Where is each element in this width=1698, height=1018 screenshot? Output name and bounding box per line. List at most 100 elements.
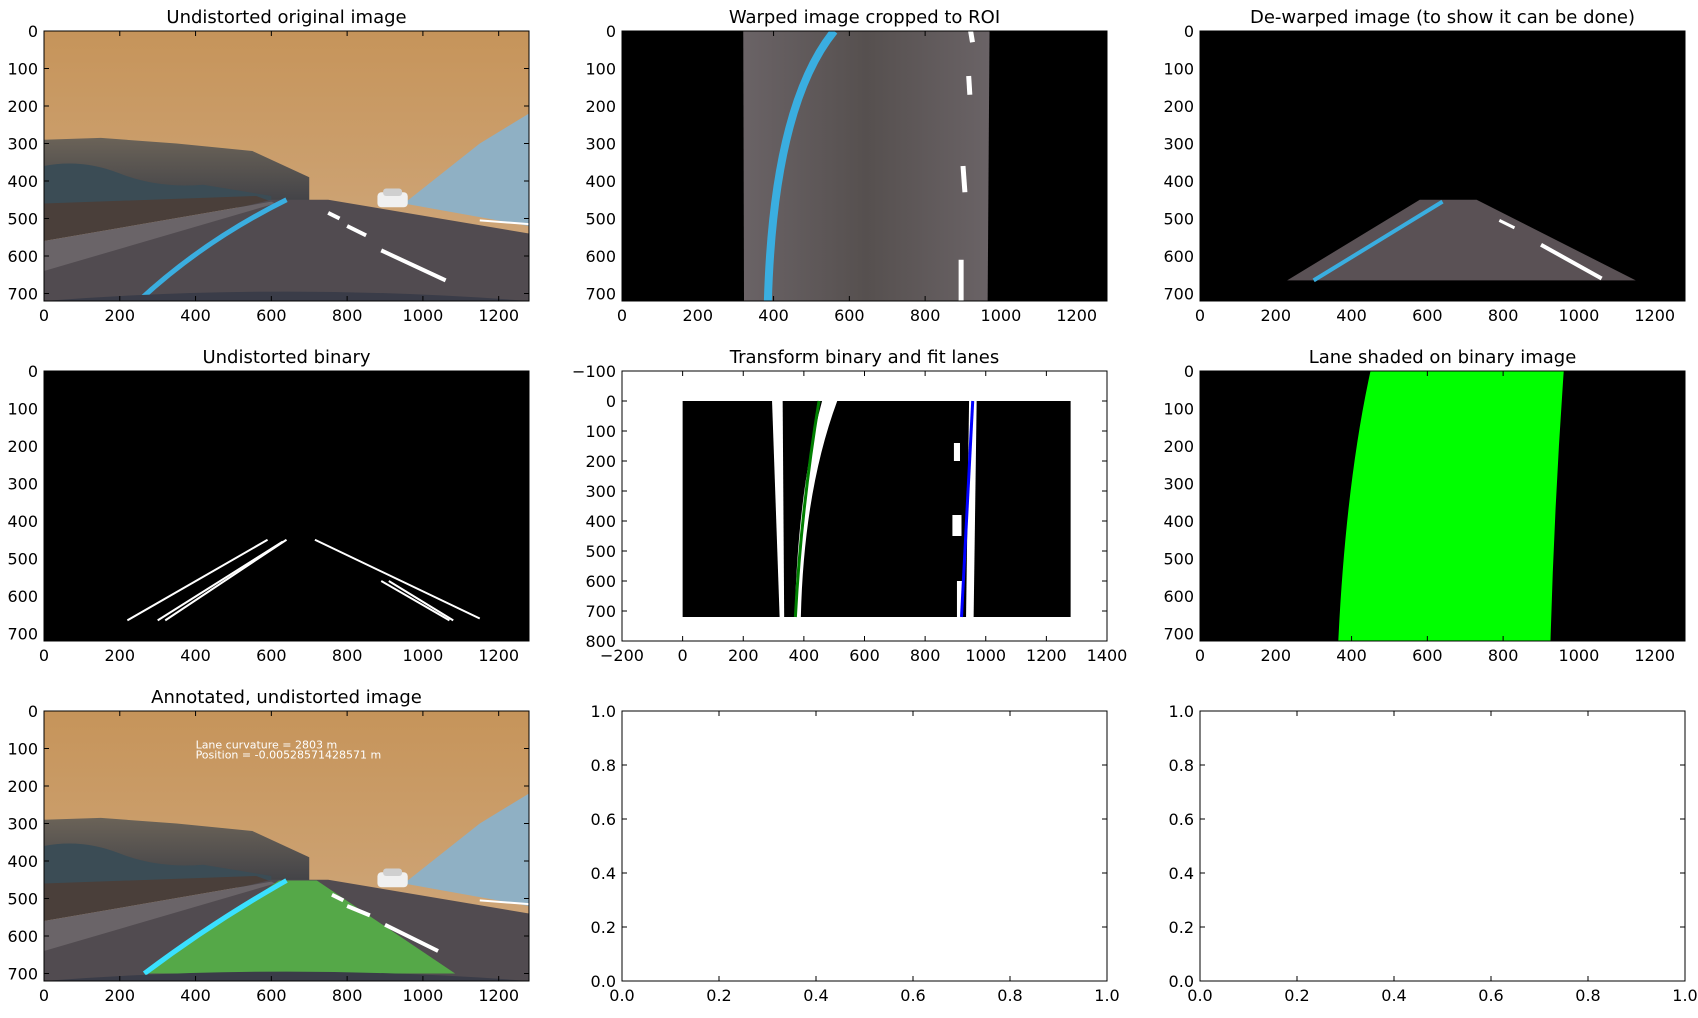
panel-2-ytick-label: 300 bbox=[1163, 135, 1194, 154]
panel-0-ytick-label: 600 bbox=[7, 247, 38, 266]
annotation-text: Lane curvature = 2803 m bbox=[196, 739, 338, 752]
panel-4-ytick-label: 100 bbox=[585, 422, 616, 441]
panel-0-ytick-label: 700 bbox=[7, 285, 38, 304]
car-roof bbox=[383, 188, 403, 196]
panel-5: Lane shaded on binary image 0 200 400 600 800… bbox=[1163, 347, 1686, 665]
panel-4-xtick-label: 1400 bbox=[1087, 646, 1128, 665]
panel-8-ytick-label: 0.8 bbox=[1169, 756, 1194, 775]
panel-3-xtick-label: 1000 bbox=[403, 646, 444, 665]
car-hood bbox=[44, 971, 529, 981]
panel-2-xtick-label: 400 bbox=[1336, 306, 1367, 325]
panel-1-xtick-label: 1200 bbox=[1056, 306, 1097, 325]
panel-6-ytick-label: 200 bbox=[7, 777, 38, 796]
panel-7-ytick-label: 0.2 bbox=[591, 918, 616, 937]
panel-5-ytick-label: 300 bbox=[1163, 475, 1194, 494]
panel-6-xtick-label: 1000 bbox=[403, 986, 444, 1005]
right-lane-dash bbox=[1498, 219, 1516, 230]
panel-4-image bbox=[682, 400, 1071, 618]
panel-8: 0.0 0.2 0.4 0.6 0.8 1.0 0.0 0.2 0.4 0.6 0.8 1.0 bbox=[1169, 702, 1698, 1005]
panel-2-xtick-label: 200 bbox=[1261, 306, 1292, 325]
panel-3-title: Undistorted binary bbox=[202, 347, 370, 368]
binary-lane-edge bbox=[380, 580, 450, 622]
panel-5-ytick-label: 400 bbox=[1163, 512, 1194, 531]
panel-2-ytick-label: 600 bbox=[1163, 247, 1194, 266]
panel-2-frame bbox=[1199, 30, 1686, 302]
panel-8-ytick-label: 0.2 bbox=[1169, 918, 1194, 937]
panel-3-xtick-label: 800 bbox=[332, 646, 363, 665]
panel-4-ytick-label: 700 bbox=[585, 602, 616, 621]
right-lane-dash bbox=[331, 892, 345, 903]
panel-6-xtick-label: 200 bbox=[105, 986, 136, 1005]
right-lane-dash bbox=[346, 904, 371, 918]
panel-2-xtick-label: 0 bbox=[1195, 306, 1205, 325]
panel-8-xtick-label: 0.8 bbox=[1575, 986, 1600, 1005]
panel-3-xtick-label: 600 bbox=[256, 646, 287, 665]
panel-6-xtick-label: 600 bbox=[256, 986, 287, 1005]
panel-5-image bbox=[1200, 371, 1685, 641]
panel-7-xtick-label: 0.2 bbox=[706, 986, 731, 1005]
panel-3-xtick-label: 1200 bbox=[478, 646, 519, 665]
panel-8-ytick-label: 0.0 bbox=[1169, 972, 1194, 991]
panel-1-xtick-label: 800 bbox=[910, 306, 941, 325]
panel-8-ytick-label: 0.4 bbox=[1169, 864, 1194, 883]
panel-3-ytick-label: 300 bbox=[7, 475, 38, 494]
right-lane-dash bbox=[960, 165, 968, 193]
panel-7-xtick-label: 0.4 bbox=[803, 986, 828, 1005]
panel-4-ytick-label: −100 bbox=[572, 362, 616, 381]
panel-0-ytick-label: 200 bbox=[7, 97, 38, 116]
panel-7-frame bbox=[621, 710, 1108, 982]
panel-2-ytick-label: 500 bbox=[1163, 210, 1194, 229]
panel-5-ytick-label: 200 bbox=[1163, 437, 1194, 456]
panel-7-ytick-label: 0.8 bbox=[591, 756, 616, 775]
panel-1-ytick-label: 400 bbox=[585, 172, 616, 191]
panel-4-ytick-label: 200 bbox=[585, 452, 616, 471]
panel-0-image bbox=[44, 31, 529, 301]
panel-2-xtick-label: 1200 bbox=[1634, 306, 1675, 325]
panel-2-xtick-label: 600 bbox=[1412, 306, 1443, 325]
lane-shaded-region bbox=[1338, 371, 1564, 641]
panel-0-xtick-label: 600 bbox=[256, 306, 287, 325]
panel-4-xtick-label: −200 bbox=[600, 646, 644, 665]
panel-6-ytick-label: 300 bbox=[7, 815, 38, 834]
panel-5-frame bbox=[1199, 370, 1686, 642]
panel-3-ytick-label: 400 bbox=[7, 512, 38, 531]
lane-pixels-right-dash bbox=[956, 581, 964, 617]
panel-4-xtick-label: 800 bbox=[910, 646, 941, 665]
panel-1-title: Warped image cropped to ROI bbox=[729, 7, 1000, 28]
panel-4: Transform binary and fit lanes −200 0 200 40… bbox=[572, 347, 1127, 665]
left-lane-line bbox=[142, 878, 288, 976]
panel-0-xtick-label: 1200 bbox=[478, 306, 519, 325]
panel-3-xtick-label: 400 bbox=[180, 646, 211, 665]
right-lane-dash bbox=[966, 75, 973, 95]
panel-5-xtick-label: 800 bbox=[1488, 646, 1519, 665]
panel-6-ytick-label: 700 bbox=[7, 965, 38, 984]
annotation-text: Position = -0.00528571428571 m bbox=[196, 749, 382, 762]
binary-lane-edge bbox=[126, 538, 269, 622]
lane-pixels-right-dash bbox=[952, 515, 962, 536]
panel-4-xtick-label: 1200 bbox=[1026, 646, 1067, 665]
panel-4-ytick-label: 500 bbox=[585, 542, 616, 561]
panel-3-xtick-label: 0 bbox=[39, 646, 49, 665]
panel-0-xtick-label: 0 bbox=[39, 306, 49, 325]
panel-6-xtick-label: 1200 bbox=[478, 986, 519, 1005]
panel-1-xtick-label: 1000 bbox=[981, 306, 1022, 325]
panel-0-ytick-label: 100 bbox=[7, 60, 38, 79]
lane-fit-line bbox=[960, 400, 975, 618]
right-lane-dash bbox=[327, 211, 341, 221]
panel-6-xtick-label: 400 bbox=[180, 986, 211, 1005]
panel-6-xtick-label: 0 bbox=[39, 986, 49, 1005]
panel-3-frame bbox=[43, 370, 530, 642]
panel-2-ytick-label: 200 bbox=[1163, 97, 1194, 116]
panel-5-xtick-label: 200 bbox=[1261, 646, 1292, 665]
panel-7: 0.0 0.2 0.4 0.6 0.8 1.0 0.0 0.2 0.4 0.6 0.8 1.0 bbox=[591, 702, 1120, 1005]
panel-3-ytick-label: 600 bbox=[7, 587, 38, 606]
panel-2-ytick-label: 0 bbox=[1184, 22, 1194, 41]
panel-7-xtick-label: 0.8 bbox=[997, 986, 1022, 1005]
panel-2-ytick-label: 400 bbox=[1163, 172, 1194, 191]
panel-6-ytick-label: 500 bbox=[7, 890, 38, 909]
image-background bbox=[44, 371, 529, 641]
panel-0-ytick-label: 300 bbox=[7, 135, 38, 154]
panel-4-ytick-label: 800 bbox=[585, 632, 616, 651]
panel-8-xtick-label: 1.0 bbox=[1672, 986, 1697, 1005]
